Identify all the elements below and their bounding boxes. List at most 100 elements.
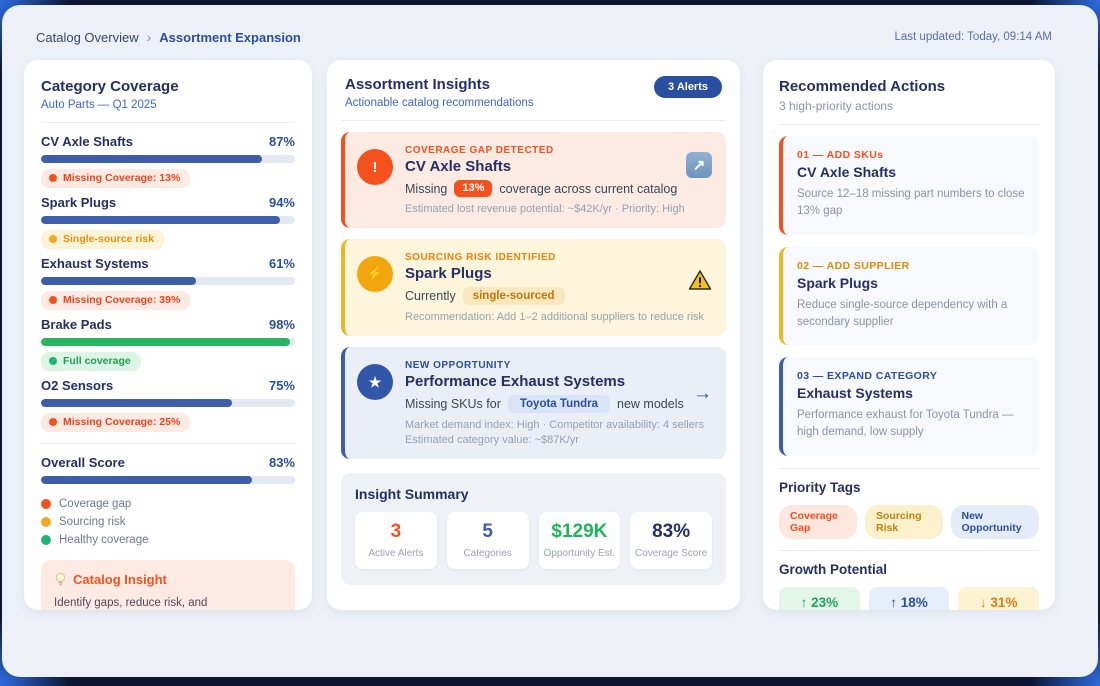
panel-subtitle: Actionable catalog recommendations (345, 97, 534, 109)
warning-triangle-icon (688, 269, 712, 296)
missing-percent-badge: 13% (454, 180, 493, 197)
lightbulb-icon (55, 572, 66, 586)
breadcrumb-parent-link[interactable]: Catalog Overview (36, 29, 139, 45)
status-tag: Missing Coverage: 13% (41, 169, 191, 188)
alert-card-new-opportunity[interactable]: ★ NEW OPPORTUNITY Performance Exhaust Sy… (341, 347, 726, 459)
status-dot (49, 235, 57, 243)
divider (779, 467, 1039, 469)
insight-body: Identify gaps, reduce risk, and expand y… (54, 597, 208, 609)
action-card-add-supplier[interactable]: 02 — ADD SUPPLIER Spark Plugs Reduce sin… (779, 246, 1039, 345)
category-percent: 87% (268, 134, 295, 149)
star-icon: ★ (357, 364, 393, 400)
category-percent: 94% (268, 195, 295, 210)
breadcrumb-current: Assortment Expansion (159, 29, 301, 45)
alert-card-sourcing-risk[interactable]: ⚡ SOURCING RISK IDENTIFIED Spark Plugs C… (341, 239, 726, 336)
action-title: Spark Plugs (797, 274, 878, 291)
alert-line-pre: Missing SKUs for (405, 397, 501, 411)
arrow-right-icon[interactable]: → (693, 383, 712, 404)
coverage-row: Exhaust Systems 61% Missing Coverage: 39… (41, 256, 295, 310)
single-sourced-badge: single-sourced (462, 287, 565, 305)
category-coverage-panel: Category Coverage Auto Parts — Q1 2025 C… (24, 60, 312, 610)
sourcing-risk-dot (41, 517, 51, 527)
alert-meta: Market demand index: High · Competitor a… (405, 419, 704, 431)
divider (779, 124, 1039, 125)
alert-title: Spark Plugs (405, 265, 492, 282)
app-window: Catalog Overview › Assortment Expansion … (2, 5, 1098, 677)
progress-bar (41, 399, 295, 407)
status-tag: Missing Coverage: 39% (41, 291, 191, 310)
tag-new-opportunity[interactable]: New Opportunity (950, 504, 1039, 539)
category-percent: 61% (268, 256, 295, 271)
alert-meta: Estimated lost revenue potential: ~$42K/… (405, 203, 685, 215)
catalog-insight-box: Catalog Insight Identify gaps, reduce ri… (41, 560, 295, 610)
status-dot (49, 296, 57, 304)
category-name: Exhaust Systems (41, 256, 149, 271)
stat-active-alerts: 3 Active Alerts (355, 512, 437, 569)
stat-coverage-score: 83% Coverage Score (630, 512, 712, 569)
coverage-gap-dot (41, 499, 51, 509)
insight-title: Catalog Insight (73, 572, 167, 587)
insight-summary-section: Insight Summary 3 Active Alerts 5 Catego… (341, 473, 726, 585)
overall-score-label: Overall Score (41, 455, 125, 470)
alert-title: CV Axle Shafts (405, 158, 512, 175)
alert-kicker: NEW OPPORTUNITY (405, 360, 511, 371)
action-kicker: 03 — EXPAND CATEGORY (797, 370, 938, 382)
status-tag: Full coverage (41, 352, 141, 371)
divider (41, 122, 295, 123)
coverage-row: O2 Sensors 75% Missing Coverage: 25% (41, 378, 295, 432)
legend-item: Healthy coverage (41, 534, 295, 546)
alert-card-coverage-gap[interactable]: ! COVERAGE GAP DETECTED CV Axle Shafts M… (341, 132, 726, 228)
action-kicker: 02 — ADD SUPPLIER (797, 259, 910, 272)
coverage-row: Brake Pads 98% Full coverage (41, 317, 295, 371)
coverage-legend: Coverage gap Sourcing risk Healthy cover… (41, 498, 295, 546)
panel-title: Category Coverage (41, 78, 179, 95)
divider (779, 549, 1039, 551)
coverage-row: CV Axle Shafts 87% Missing Coverage: 13% (41, 134, 295, 188)
status-dot (49, 357, 57, 365)
status-tag: Single-source risk (41, 230, 165, 249)
alert-meta: Recommendation: Add 1–2 additional suppl… (405, 311, 705, 323)
assortment-insights-panel: Assortment Insights Actionable catalog r… (327, 60, 740, 610)
lightning-bolt-icon: ⚡ (357, 256, 393, 292)
breadcrumb: Catalog Overview › Assortment Expansion (36, 29, 301, 45)
summary-title: Insight Summary (355, 486, 469, 502)
tag-sourcing-risk[interactable]: Sourcing Risk (864, 504, 943, 539)
category-name: O2 Sensors (41, 378, 114, 393)
alert-line-pre: Missing (405, 181, 448, 196)
action-card-expand-category[interactable]: 03 — EXPAND CATEGORY Exhaust Systems Per… (779, 357, 1039, 456)
progress-bar (41, 277, 295, 285)
alert-title: Performance Exhaust Systems (405, 373, 626, 390)
breadcrumb-separator-icon: › (146, 29, 152, 45)
legend-item: Coverage gap (41, 498, 295, 510)
overall-score-row: Overall Score 83% (41, 455, 295, 484)
alerts-count-badge[interactable]: 3 Alerts (654, 76, 722, 98)
category-name: CV Axle Shafts (41, 134, 133, 149)
category-percent: 98% (268, 317, 295, 332)
category-name: Brake Pads (41, 317, 112, 332)
exclamation-icon: ! (357, 149, 393, 185)
arrow-down-icon: ↓ (979, 594, 987, 610)
panel-title: Recommended Actions (779, 78, 946, 95)
coverage-row: Spark Plugs 94% Single-source risk (41, 195, 295, 249)
panel-subtitle: Auto Parts — Q1 2025 (41, 99, 157, 111)
action-body: Performance exhaust for Toyota Tundra — … (797, 409, 1014, 439)
tag-coverage-gap[interactable]: Coverage Gap (779, 504, 857, 539)
arrow-up-icon: ↑ (800, 594, 808, 610)
open-detail-button[interactable]: ↗ (686, 152, 712, 178)
divider (41, 443, 295, 444)
growth-potential-title: Growth Potential (779, 561, 887, 577)
action-kicker: 01 — ADD SKUs (797, 149, 884, 161)
action-card-add-skus[interactable]: 01 — ADD SKUs CV Axle Shafts Source 12–1… (779, 136, 1039, 235)
healthy-coverage-dot (41, 535, 51, 545)
arrow-up-right-icon: ↗ (692, 157, 706, 174)
arrow-up-icon: ↑ (890, 594, 897, 610)
action-title: CV Axle Shafts (797, 164, 897, 180)
alert-line-post: coverage across current catalog (499, 181, 678, 196)
progress-bar (41, 338, 295, 346)
vehicle-model-badge: Toyota Tundra (507, 395, 611, 413)
last-updated-text: Last updated: Today, 09:14 AM (894, 31, 1053, 43)
growth-chip-revenue: ↑ 23% Revenue Est. (779, 586, 860, 610)
progress-bar (41, 216, 295, 224)
status-dot (49, 174, 57, 182)
divider (341, 120, 726, 121)
